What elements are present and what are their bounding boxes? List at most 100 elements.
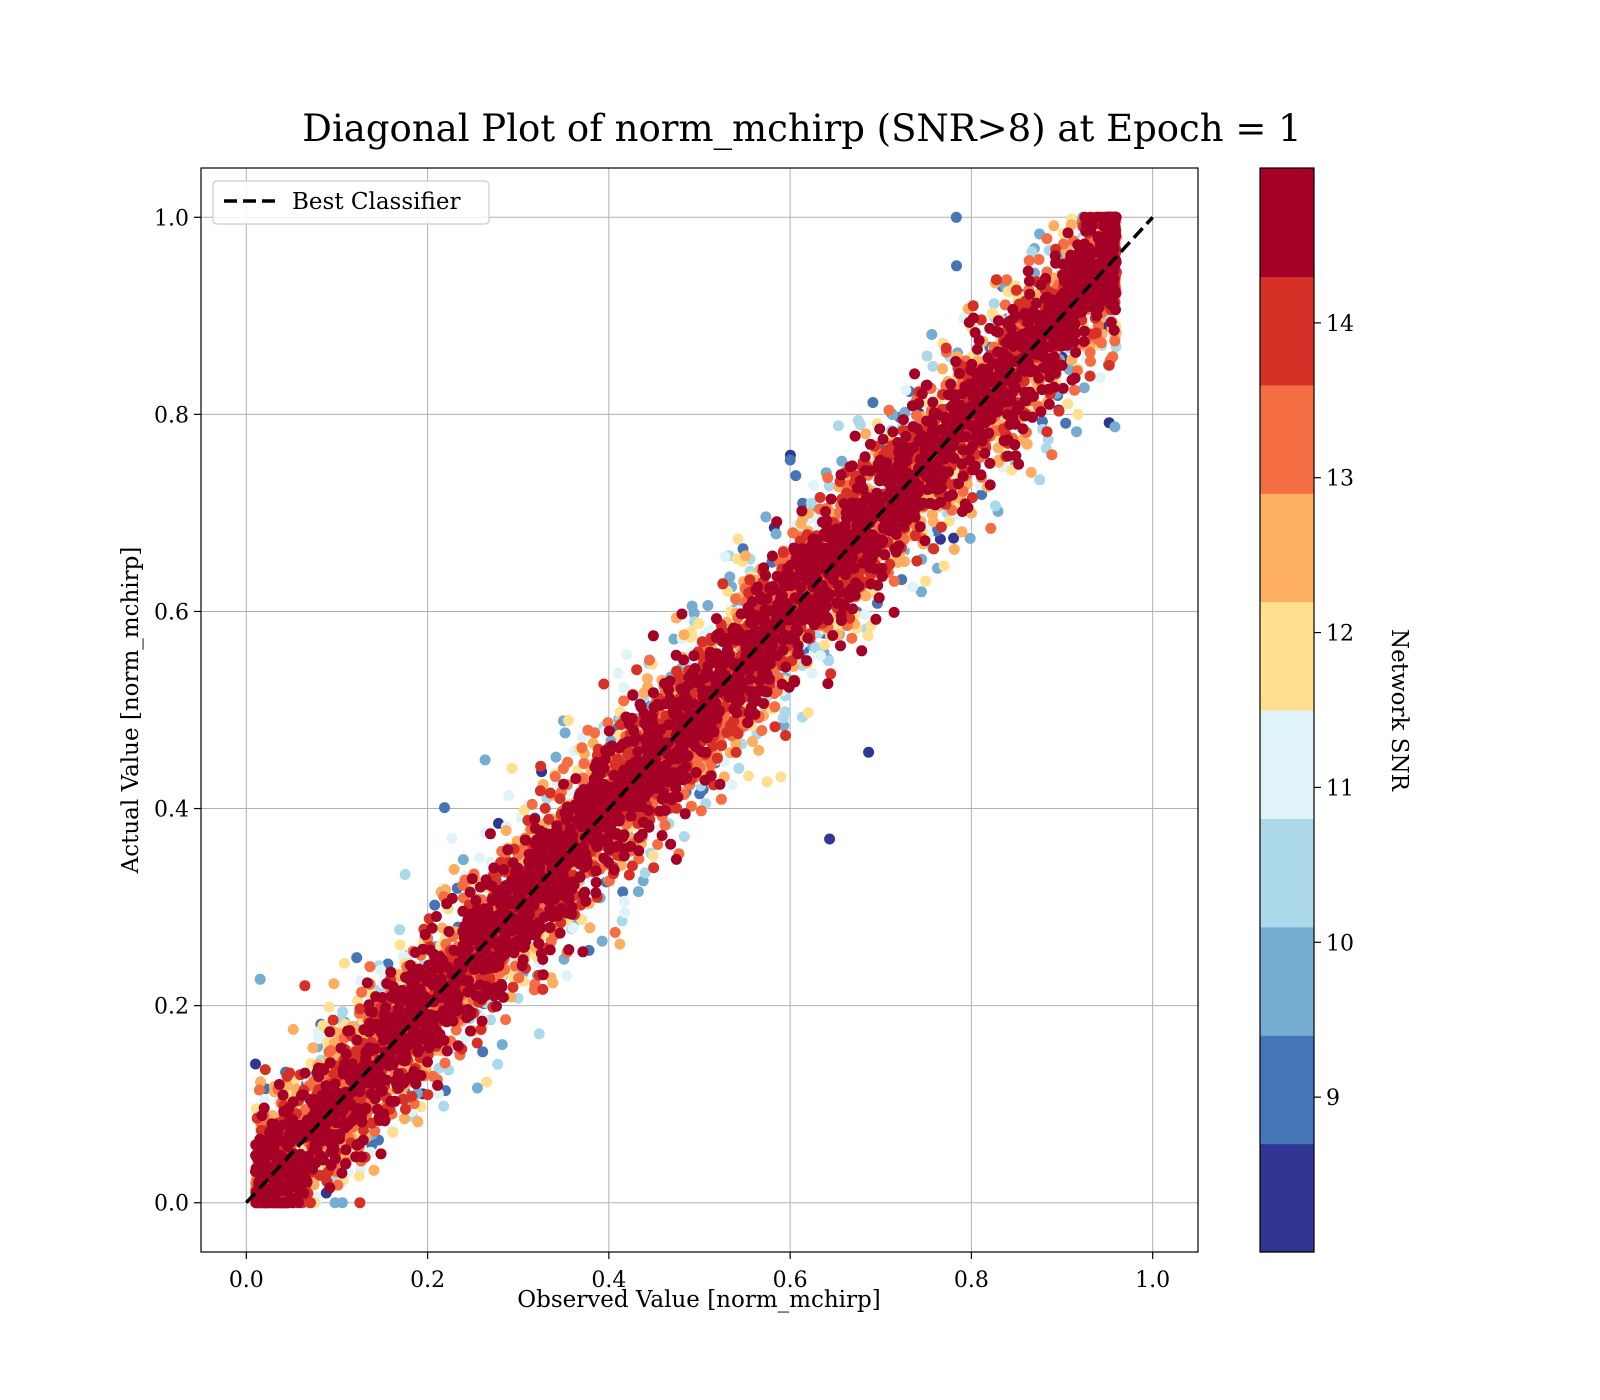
scatter-point <box>619 895 630 907</box>
scatter-point <box>678 831 690 843</box>
scatter-point <box>778 720 790 732</box>
scatter-point <box>559 727 571 739</box>
scatter-point <box>351 952 363 964</box>
scatter-point <box>852 415 864 426</box>
scatter-point <box>1021 438 1033 450</box>
scatter-point <box>1033 254 1045 265</box>
scatter-point <box>602 717 614 729</box>
scatter-point <box>1085 355 1096 367</box>
scatter-point <box>399 1113 410 1125</box>
scatter-point <box>1069 384 1081 396</box>
scatter-point <box>802 707 814 719</box>
scatter-point <box>1026 246 1038 258</box>
scatter-point <box>926 329 938 340</box>
scatter-point <box>503 789 515 801</box>
scatter-point <box>790 470 802 482</box>
scatter-point <box>446 832 458 844</box>
scatter-point <box>860 590 872 602</box>
scatter-point <box>1023 255 1035 267</box>
scatter-point <box>609 926 621 938</box>
scatter-point <box>832 420 844 432</box>
scatter-points <box>250 211 1122 1209</box>
scatter-point <box>769 701 781 713</box>
scatter-point <box>267 1110 279 1122</box>
scatter-point <box>325 1045 337 1057</box>
scatter-point <box>618 695 630 707</box>
scatter-point <box>1109 421 1121 433</box>
scatter-point <box>397 1093 409 1105</box>
scatter-point <box>492 1058 504 1070</box>
scatter-point <box>513 972 525 984</box>
scatter-point <box>726 779 738 791</box>
scatter-point <box>860 428 872 440</box>
scatter-point <box>576 742 588 754</box>
scatter-point <box>678 629 690 641</box>
scatter-point <box>938 560 950 572</box>
scatter-point <box>652 839 664 850</box>
scatter-point <box>888 575 900 587</box>
scatter-point <box>715 793 727 805</box>
scatter-point <box>1062 398 1074 410</box>
scatter-point <box>438 1100 450 1112</box>
scatter-point <box>693 618 705 629</box>
scatter-point <box>567 922 579 934</box>
scatter-point <box>255 1076 266 1088</box>
scatter-point <box>883 404 895 416</box>
scatter-point <box>747 736 758 747</box>
scatter-point <box>907 581 919 593</box>
scatter-point <box>500 825 512 836</box>
scatter-point <box>862 630 874 642</box>
scatter-point <box>644 654 655 666</box>
scatter-point <box>457 854 469 866</box>
scatter-point <box>1025 466 1037 478</box>
scatter-point <box>619 907 631 918</box>
scatter-point <box>1078 382 1090 394</box>
scatter-point <box>616 915 628 927</box>
scatter-point <box>823 655 835 667</box>
scatter-point <box>733 762 745 774</box>
scatter-point <box>506 762 518 774</box>
scatter-point <box>787 527 799 539</box>
scatter-point <box>621 649 633 660</box>
scatter-point <box>1041 426 1053 438</box>
scatter-point <box>815 650 826 661</box>
scatter-point <box>313 1033 325 1045</box>
scatter-point <box>775 771 787 783</box>
scatter-point <box>1036 415 1048 427</box>
scatter-point <box>584 922 596 934</box>
scatter-point <box>477 1046 489 1058</box>
scatter-point <box>777 547 789 558</box>
scatter-point <box>806 667 818 679</box>
scatter-point <box>900 384 912 396</box>
scatter-point <box>1034 474 1046 486</box>
scatter-point <box>578 758 590 770</box>
scatter-point <box>964 532 976 544</box>
scatter-point <box>253 1084 265 1096</box>
scatter-point <box>1001 274 1013 286</box>
scatter-point <box>770 528 782 540</box>
scatter-point <box>911 409 922 421</box>
scatter-point <box>614 938 626 950</box>
scatter-point <box>338 957 350 969</box>
scatter-point <box>937 363 948 375</box>
scatter-point <box>481 1076 493 1088</box>
scatter-point <box>808 479 820 491</box>
scatter-point <box>859 609 871 621</box>
scatter-point <box>926 509 938 521</box>
scatter-point <box>986 307 998 319</box>
scatter-point <box>475 1024 487 1035</box>
scatter-point <box>659 819 671 831</box>
scatter-point <box>724 571 736 583</box>
scatter-point <box>819 639 830 651</box>
scatter-point <box>633 853 645 865</box>
scatter-point <box>547 977 559 989</box>
scatter-point <box>730 593 742 605</box>
scatter-point <box>439 1057 451 1069</box>
scatter-point <box>1084 346 1096 358</box>
scatter-point <box>810 642 821 654</box>
scatter-point <box>732 533 744 545</box>
scatter-point <box>336 1197 348 1209</box>
scatter-point <box>496 1039 508 1051</box>
scatter-point <box>863 746 875 758</box>
scatter-point <box>618 682 630 693</box>
